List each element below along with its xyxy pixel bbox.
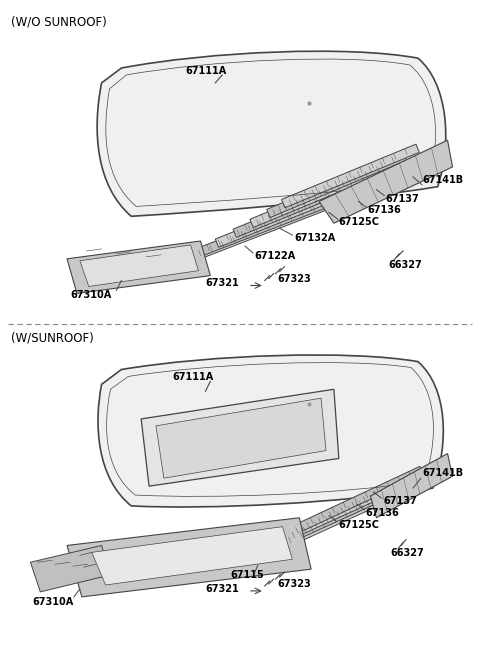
Text: 67137: 67137: [385, 193, 419, 204]
Text: 67310A: 67310A: [33, 597, 74, 607]
Text: 67141B: 67141B: [423, 468, 464, 478]
Text: 67111A: 67111A: [173, 373, 214, 383]
Polygon shape: [281, 144, 420, 208]
Polygon shape: [156, 398, 326, 478]
Polygon shape: [255, 496, 382, 561]
Polygon shape: [285, 476, 412, 540]
Text: 67321: 67321: [205, 278, 239, 288]
Text: 66327: 66327: [390, 548, 424, 558]
Text: 67125C: 67125C: [339, 519, 380, 530]
Text: 67136: 67136: [368, 206, 401, 215]
Polygon shape: [80, 245, 199, 286]
Text: 67137: 67137: [384, 496, 417, 506]
Polygon shape: [67, 241, 210, 293]
Text: 67111A: 67111A: [186, 66, 227, 76]
Polygon shape: [216, 181, 362, 248]
Polygon shape: [319, 140, 453, 223]
Polygon shape: [250, 162, 392, 227]
Polygon shape: [270, 486, 397, 551]
Text: 67136: 67136: [366, 508, 399, 518]
Text: 67115: 67115: [230, 570, 264, 580]
Text: (W/SUNROOF): (W/SUNROOF): [11, 331, 94, 345]
Text: 67132A: 67132A: [294, 233, 336, 243]
Text: 67323: 67323: [277, 579, 312, 589]
Text: 67122A: 67122A: [255, 251, 296, 261]
Text: 67323: 67323: [277, 274, 312, 284]
Polygon shape: [300, 466, 424, 531]
Polygon shape: [30, 546, 109, 592]
Polygon shape: [195, 192, 347, 257]
Polygon shape: [233, 172, 377, 237]
PathPatch shape: [98, 355, 444, 507]
Text: 66327: 66327: [388, 260, 422, 270]
PathPatch shape: [97, 51, 446, 216]
Text: 67125C: 67125C: [339, 217, 380, 227]
Text: (W/O SUNROOF): (W/O SUNROOF): [11, 15, 107, 28]
Polygon shape: [267, 152, 407, 217]
Polygon shape: [92, 527, 292, 585]
Text: 67310A: 67310A: [70, 290, 111, 301]
Polygon shape: [141, 389, 339, 486]
Text: 67321: 67321: [205, 584, 239, 594]
Polygon shape: [176, 202, 327, 267]
Polygon shape: [67, 517, 311, 597]
Text: 67141B: 67141B: [423, 175, 464, 185]
Polygon shape: [371, 453, 453, 517]
